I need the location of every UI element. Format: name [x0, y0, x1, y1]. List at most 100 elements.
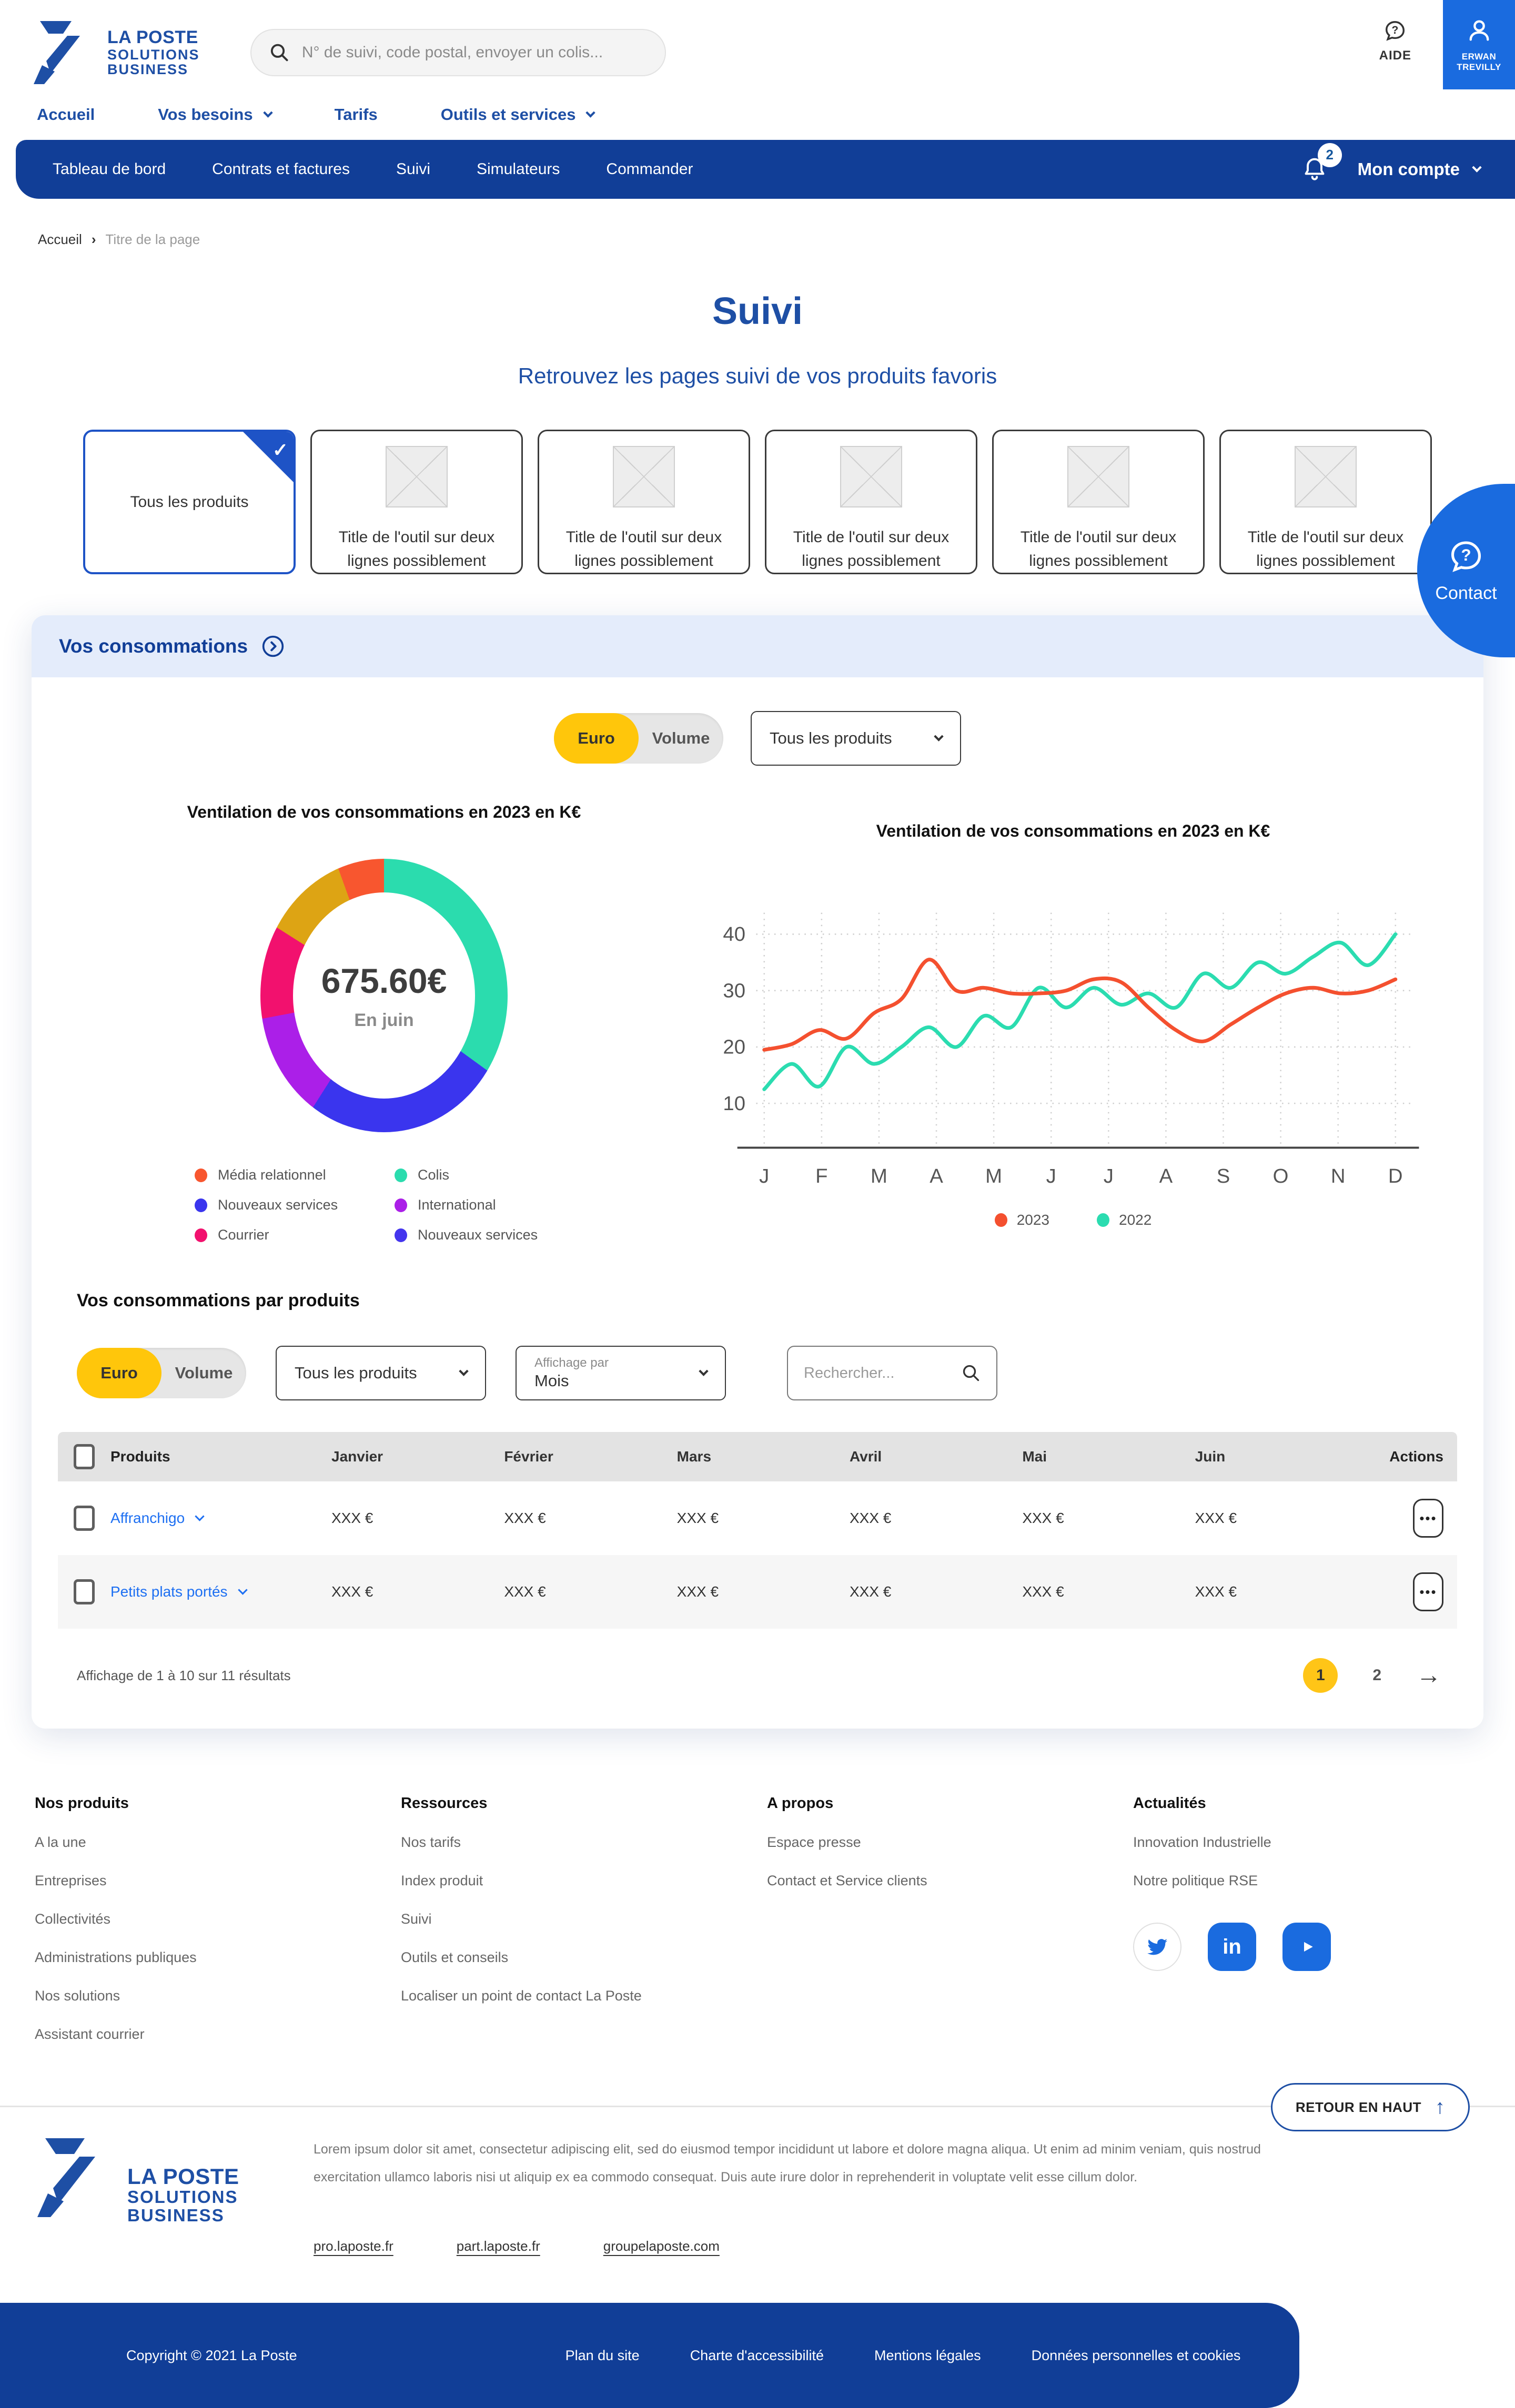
user-account-button[interactable]: ERWAN TREVILLY: [1443, 0, 1515, 89]
footer-link[interactable]: Suivi: [401, 1911, 432, 1927]
footer-link[interactable]: Espace presse: [767, 1834, 861, 1850]
nav-accueil[interactable]: Accueil: [37, 105, 95, 124]
legend-label: Courrier: [218, 1227, 269, 1243]
search-input[interactable]: [301, 44, 647, 62]
card-outil-1[interactable]: Title de l'outil sur deux lignes possibl…: [310, 430, 523, 574]
svg-text:?: ?: [1461, 545, 1471, 564]
nav-vos-besoins[interactable]: Vos besoins: [158, 105, 273, 124]
footer-link[interactable]: Assistant courrier: [35, 2026, 145, 2042]
svg-text:40: 40: [723, 923, 745, 946]
nav-outils-services[interactable]: Outils et services: [441, 105, 596, 124]
col-mars: Mars: [676, 1448, 712, 1465]
footer-link[interactable]: A la une: [35, 1834, 86, 1850]
copyright-text: Copyright © 2021 La Poste: [126, 2347, 297, 2363]
toggle-euro[interactable]: Euro: [77, 1348, 161, 1398]
products-table-title: Vos consommations par produits: [77, 1291, 360, 1310]
bottom-link-donnees-personnelles[interactable]: Données personnelles et cookies: [1031, 2347, 1241, 2363]
linkedin-icon[interactable]: in: [1208, 1923, 1256, 1971]
notifications-button[interactable]: 2: [1301, 143, 1342, 185]
toggle-volume[interactable]: Volume: [175, 1364, 233, 1382]
product-link-petits-plats[interactable]: Petits plats portés: [110, 1583, 331, 1600]
image-placeholder-icon: [1067, 446, 1129, 507]
twitter-icon[interactable]: [1133, 1923, 1181, 1971]
table-product-filter-select[interactable]: Tous les produits: [276, 1346, 486, 1400]
legend-item: Courrier: [195, 1227, 373, 1243]
subnav-simulateurs[interactable]: Simulateurs: [477, 160, 560, 178]
link-groupelaposte[interactable]: groupelaposte.com: [603, 2238, 720, 2254]
bottom-link-plan-du-site[interactable]: Plan du site: [565, 2347, 640, 2363]
card-outil-3[interactable]: Title de l'outil sur deux lignes possibl…: [765, 430, 977, 574]
nav-tarifs[interactable]: Tarifs: [335, 105, 378, 124]
footer-link[interactable]: Innovation Industrielle: [1133, 1834, 1271, 1850]
youtube-icon[interactable]: [1282, 1923, 1331, 1971]
subnav-contrats-factures[interactable]: Contrats et factures: [212, 160, 350, 178]
row-actions-button[interactable]: •••: [1412, 1572, 1443, 1611]
arrow-up-icon: ↑: [1435, 2096, 1445, 2118]
footer-col-a-propos: A propos Espace presse Contact et Servic…: [767, 1795, 1133, 2043]
card-outil-4[interactable]: Title de l'outil sur deux lignes possibl…: [992, 430, 1205, 574]
mon-compte-button[interactable]: Mon compte: [1358, 159, 1482, 179]
chevron-down-icon: [1472, 162, 1482, 172]
breadcrumb-home-link[interactable]: Accueil: [38, 231, 82, 247]
card-outil-5[interactable]: Title de l'outil sur deux lignes possibl…: [1219, 430, 1432, 574]
product-filter-select[interactable]: Tous les produits: [751, 711, 961, 766]
subnav-tableau-de-bord[interactable]: Tableau de bord: [53, 160, 166, 178]
donut-center-value: 675.60€: [321, 961, 447, 1000]
card-outil-2[interactable]: Title de l'outil sur deux lignes possibl…: [538, 430, 750, 574]
page-1-button[interactable]: 1: [1303, 1658, 1338, 1693]
laposte-logo[interactable]: LA POSTE SOLUTIONS BUSINESS: [32, 18, 200, 87]
row-checkbox[interactable]: [74, 1579, 95, 1604]
legend-label: Nouveaux services: [418, 1227, 538, 1243]
line-chart: J F M A M J J A S O N D 10 20 30 40: [723, 912, 1419, 1187]
table-search-input[interactable]: [804, 1364, 962, 1382]
table-euro-volume-toggle[interactable]: Euro Volume: [77, 1348, 246, 1398]
footer-col-title: Actualités: [1133, 1795, 1206, 1812]
subnav-suivi[interactable]: Suivi: [396, 160, 430, 178]
footer-link[interactable]: Nos solutions: [35, 1988, 120, 2004]
table-search[interactable]: [787, 1346, 997, 1400]
row-checkbox[interactable]: [74, 1506, 95, 1531]
select-all-checkbox[interactable]: [74, 1444, 95, 1469]
next-page-arrow-icon[interactable]: →: [1416, 1661, 1441, 1689]
cell-value: XXX €: [1022, 1510, 1064, 1526]
euro-volume-toggle[interactable]: Euro Volume: [554, 713, 723, 764]
legend-dot: [1097, 1213, 1109, 1227]
subnav-commander[interactable]: Commander: [606, 160, 693, 178]
search-icon: [270, 44, 288, 62]
footer-link[interactable]: Administrations publiques: [35, 1949, 197, 1965]
page-2-button[interactable]: 2: [1372, 1667, 1381, 1684]
footer-col-nos-produits: Nos produits A la une Entreprises Collec…: [35, 1795, 401, 2043]
legend-item: International: [395, 1197, 573, 1213]
footer-link[interactable]: Localiser un point de contact La Poste: [401, 1988, 642, 2004]
circle-chevron-right-icon[interactable]: [261, 635, 285, 658]
footer-link[interactable]: Notre politique RSE: [1133, 1873, 1258, 1888]
link-pro-laposte[interactable]: pro.laposte.fr: [314, 2238, 393, 2254]
bottom-link-mentions-legales[interactable]: Mentions légales: [874, 2347, 981, 2363]
bottom-link-accessibilite[interactable]: Charte d'accessibilité: [690, 2347, 824, 2363]
footer-link[interactable]: Outils et conseils: [401, 1949, 509, 1965]
product-link-affranchigo[interactable]: Affranchigo: [110, 1510, 331, 1527]
card-label: Title de l'outil sur deux lignes possibl…: [1020, 529, 1177, 570]
footer-link[interactable]: Contact et Service clients: [767, 1873, 927, 1888]
global-search[interactable]: [250, 29, 666, 76]
chevron-down-icon: [699, 1366, 709, 1376]
back-to-top-button[interactable]: RETOUR EN HAUT ↑: [1270, 2083, 1470, 2131]
card-label: Title de l'outil sur deux lignes possibl…: [793, 529, 950, 570]
toggle-euro[interactable]: Euro: [554, 713, 639, 764]
footer-link[interactable]: Nos tarifs: [401, 1834, 461, 1850]
row-actions-button[interactable]: •••: [1412, 1499, 1443, 1538]
help-button[interactable]: ? AIDE: [1379, 19, 1411, 63]
display-by-select[interactable]: Affichage par Mois: [516, 1346, 726, 1400]
footer-link[interactable]: Entreprises: [35, 1873, 107, 1888]
card-tous-les-produits[interactable]: ✓ Tous les produits: [83, 430, 296, 574]
legend-label: Colis: [418, 1167, 450, 1183]
consommations-header: Vos consommations: [32, 615, 1483, 677]
svg-text:?: ?: [1392, 24, 1399, 36]
footer-link[interactable]: Index produit: [401, 1873, 483, 1888]
toggle-volume[interactable]: Volume: [652, 729, 710, 747]
footer-link[interactable]: Collectivités: [35, 1911, 111, 1927]
legend-dot: [395, 1168, 407, 1182]
selected-check-icon: ✓: [243, 432, 294, 482]
svg-text:30: 30: [723, 979, 745, 1002]
link-part-laposte[interactable]: part.laposte.fr: [456, 2238, 540, 2254]
